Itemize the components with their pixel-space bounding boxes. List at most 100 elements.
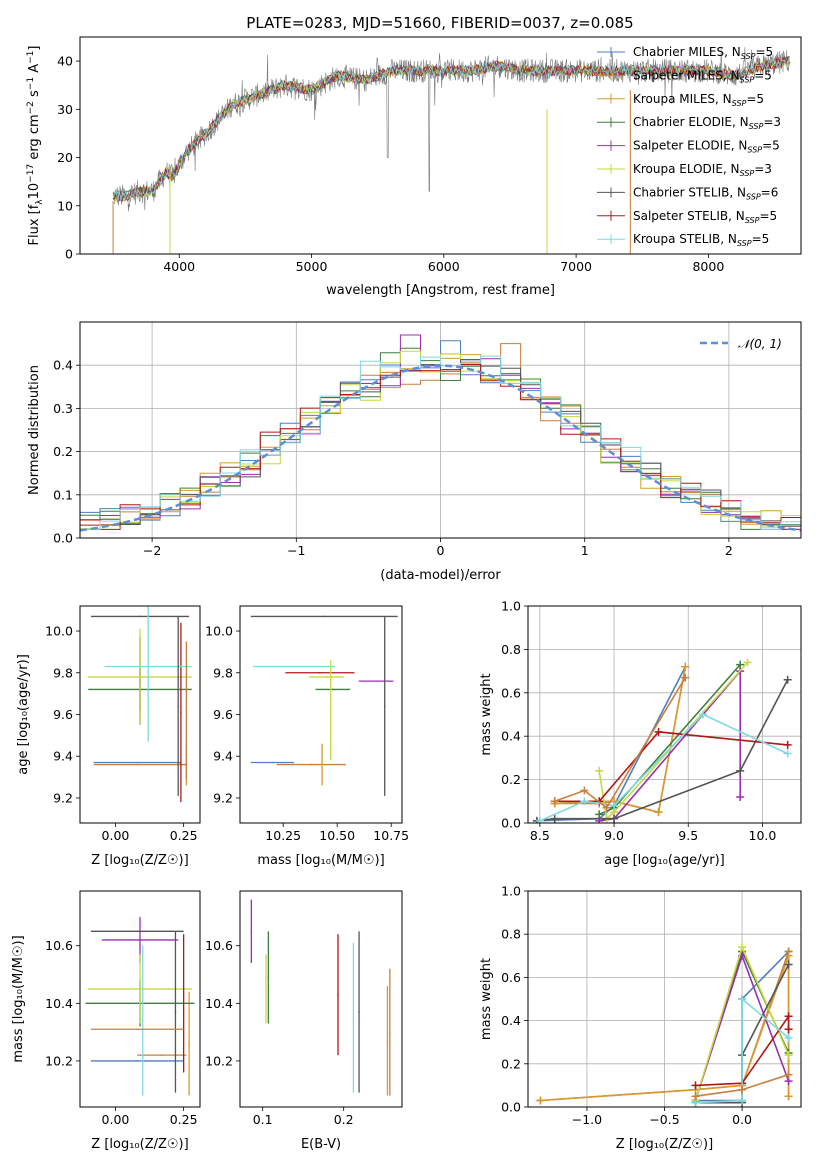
model-spectrum-8 (112, 57, 790, 202)
gaussian-curve (80, 364, 801, 532)
legend: Chabrier MILES, NSSP=5 Salpeter MILES, N S… (597, 45, 781, 248)
data-point (177, 705, 179, 707)
axes-frame (79, 890, 201, 1108)
y-tick-label: 0.0 (53, 531, 73, 546)
plot-area-residuals (80, 334, 801, 532)
legend-count: =5 (755, 45, 773, 59)
data-point (136, 1028, 139, 1031)
legend-name: Kroupa MILES, N (633, 92, 732, 106)
axes-weight_vs_age: 8.5 9.0 9.5 10.0 0.0 0.2 0.4 0.6 0.8 1.0 age [log₁… (479, 599, 802, 868)
legend-entry: Chabrier ELODIE, NSSP=3 (633, 115, 781, 131)
weight-marker (738, 943, 747, 952)
weight-marker (681, 673, 690, 682)
y-axis-label: mass weight (479, 673, 494, 755)
y-tick-label: 0.6 (501, 685, 521, 700)
data-point (139, 939, 141, 941)
y-tick-label: 0.2 (53, 444, 73, 459)
axes-weight_vs_Z: −1.0 −0.5 0.0 0.0 0.2 0.4 0.6 0.8 1.0 Z [log₁₀(Z/… (479, 884, 802, 1152)
legend-entry: Chabrier MILES, NSSP=5 (633, 45, 773, 61)
data-point (332, 688, 334, 691)
data-point (188, 1042, 190, 1045)
plot-area-weight_vs_Z (536, 943, 793, 1107)
y-tick-label: 0.2 (501, 772, 521, 787)
x-tick-label: 10.50 (319, 828, 355, 843)
data-point (136, 930, 139, 933)
plot-area-mass_vs_Z (85, 916, 195, 1096)
legend-entry: 𝒩(0, 1) (738, 337, 782, 351)
weight-marker (691, 1081, 700, 1090)
x-tick-label: 0 (437, 543, 445, 558)
data-point (141, 1019, 144, 1022)
x-tick-label: −1 (287, 543, 305, 558)
x-tick-label: 10.0 (749, 828, 777, 843)
y-axis-label: mass weight (479, 958, 494, 1040)
legend-entry: Kroupa MILES, NSSP=5 (633, 92, 764, 108)
data-point (139, 988, 141, 990)
axes-frame (239, 890, 403, 1108)
data-point (293, 665, 295, 668)
legend-count: =3 (754, 162, 772, 176)
x-tick-label: 0.0 (732, 1112, 752, 1127)
data-point (323, 615, 326, 618)
data-point (319, 671, 321, 674)
model-spectrum-7 (112, 55, 790, 201)
legend-entry: Kroupa ELODIE, NSSP=3 (633, 162, 772, 178)
x-axis-label: age [log₁₀(age/yr)] (604, 853, 725, 868)
weight-marker (784, 1033, 793, 1042)
label-part: ] (27, 46, 42, 51)
weight-marker (595, 766, 604, 775)
axes-mass_vs_Z: 0.00 0.25 10.2 10.4 10.6 Z [log₁₀(Z/Z☉)] mass … (11, 890, 201, 1152)
y-tick-label: 0.4 (53, 358, 73, 373)
weight-marker (784, 1051, 793, 1060)
legend-entry: Kroupa STELIB, NSSP=5 (633, 232, 769, 248)
weight-marker (784, 960, 793, 969)
weight-marker (550, 797, 559, 806)
plot-area-mass_vs_EBV (250, 899, 391, 1096)
legend-entry: Chabrier STELIB, NSSP=6 (633, 185, 778, 201)
data-point (383, 705, 386, 707)
weight-marker (699, 710, 708, 719)
y-tick-label: 10.4 (205, 996, 233, 1011)
weight-line-2 (554, 666, 687, 814)
legend-count: =5 (752, 232, 770, 246)
weight-marker (784, 951, 793, 960)
legend-name: Salpeter ELODIE, N (633, 139, 747, 153)
label-part: −2 (26, 101, 36, 114)
label-part: λ (35, 199, 45, 205)
label-part: 10 (27, 183, 42, 200)
label-part: −1 (26, 51, 36, 64)
y-tick-label: 0.8 (501, 642, 521, 657)
legend-name: Salpeter MILES, N (633, 68, 740, 82)
y-tick-label: 10.0 (205, 624, 233, 639)
data-point (182, 1002, 185, 1005)
weight-marker (681, 662, 690, 671)
x-axis-label: wavelength [Angstrom, rest frame] (326, 283, 555, 298)
y-tick-label: 0.4 (501, 1013, 521, 1028)
weight-marker (784, 1070, 793, 1079)
data-point (352, 1016, 355, 1019)
weight-marker (610, 814, 619, 823)
data-point (329, 709, 332, 712)
plot-area-age_vs_Z (88, 606, 192, 803)
y-tick-label: 0.8 (501, 927, 521, 942)
data-point (325, 676, 328, 678)
data-point (180, 711, 182, 714)
x-tick-label: 0.25 (170, 1112, 198, 1127)
data-point (147, 665, 149, 668)
axes-frame (79, 605, 201, 824)
data-point (271, 761, 274, 764)
legend-count: =5 (754, 68, 772, 82)
data-point (136, 761, 139, 764)
y-tick-label: 0.0 (501, 816, 521, 831)
weight-marker (783, 675, 792, 684)
weight-marker (691, 1092, 700, 1101)
weight-line-7 (554, 731, 788, 803)
label-part: −1 (26, 77, 36, 90)
label-part: −17 (26, 164, 36, 183)
y-tick-label: 0 (65, 247, 73, 262)
x-axis-label: Z [log₁₀(Z/Z☉)] (616, 1137, 713, 1152)
x-tick-label: 9.0 (604, 828, 624, 843)
legend-name: Chabrier STELIB, N (633, 185, 746, 199)
weight-line-9 (554, 677, 686, 809)
